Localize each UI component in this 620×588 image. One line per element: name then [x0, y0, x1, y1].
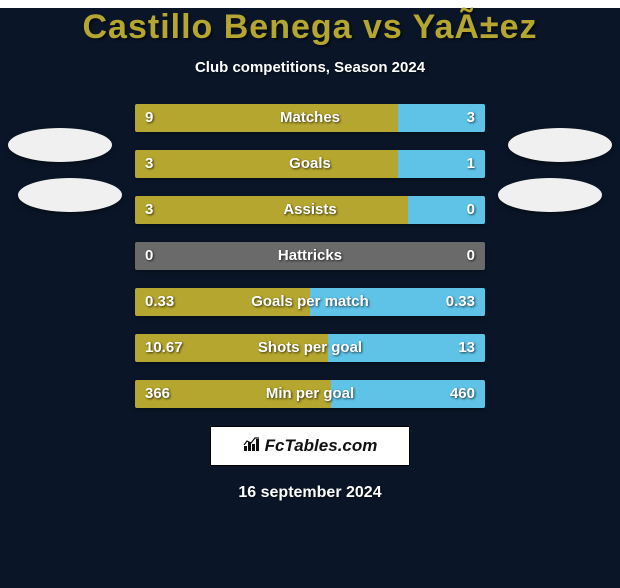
date-text: 16 september 2024: [0, 484, 620, 502]
stat-value-right: 3: [467, 104, 475, 132]
avatar-placeholder: [498, 178, 602, 212]
stats-container: 9Matches33Goals13Assists00Hattricks00.33…: [135, 104, 485, 408]
stat-value-right: 1: [467, 150, 475, 178]
stat-row: 0.33Goals per match0.33: [135, 288, 485, 316]
avatar-placeholder: [18, 178, 122, 212]
stat-label: Assists: [135, 196, 485, 224]
stat-label: Matches: [135, 104, 485, 132]
logo-box[interactable]: FcTables.com: [210, 426, 410, 466]
avatar-placeholder: [8, 128, 112, 162]
stat-value-right: 0.33: [446, 288, 475, 316]
stat-label: Hattricks: [135, 242, 485, 270]
stat-label: Goals per match: [135, 288, 485, 316]
stat-label: Min per goal: [135, 380, 485, 408]
stat-row: 9Matches3: [135, 104, 485, 132]
chart-icon: [243, 436, 261, 457]
stat-row: 0Hattricks0: [135, 242, 485, 270]
stat-row: 366Min per goal460: [135, 380, 485, 408]
page-title: Castillo Benega vs YaÃ±ez: [0, 8, 620, 47]
stat-value-right: 0: [467, 196, 475, 224]
stat-label: Goals: [135, 150, 485, 178]
logo-text: FcTables.com: [265, 436, 378, 456]
content-wrapper: Castillo Benega vs YaÃ±ez Club competiti…: [0, 8, 620, 502]
stat-row: 10.67Shots per goal13: [135, 334, 485, 362]
subtitle: Club competitions, Season 2024: [0, 59, 620, 76]
stat-value-right: 13: [458, 334, 475, 362]
stat-label: Shots per goal: [135, 334, 485, 362]
stat-value-right: 0: [467, 242, 475, 270]
stat-row: 3Goals1: [135, 150, 485, 178]
stat-row: 3Assists0: [135, 196, 485, 224]
avatar-placeholder: [508, 128, 612, 162]
stat-value-right: 460: [450, 380, 475, 408]
